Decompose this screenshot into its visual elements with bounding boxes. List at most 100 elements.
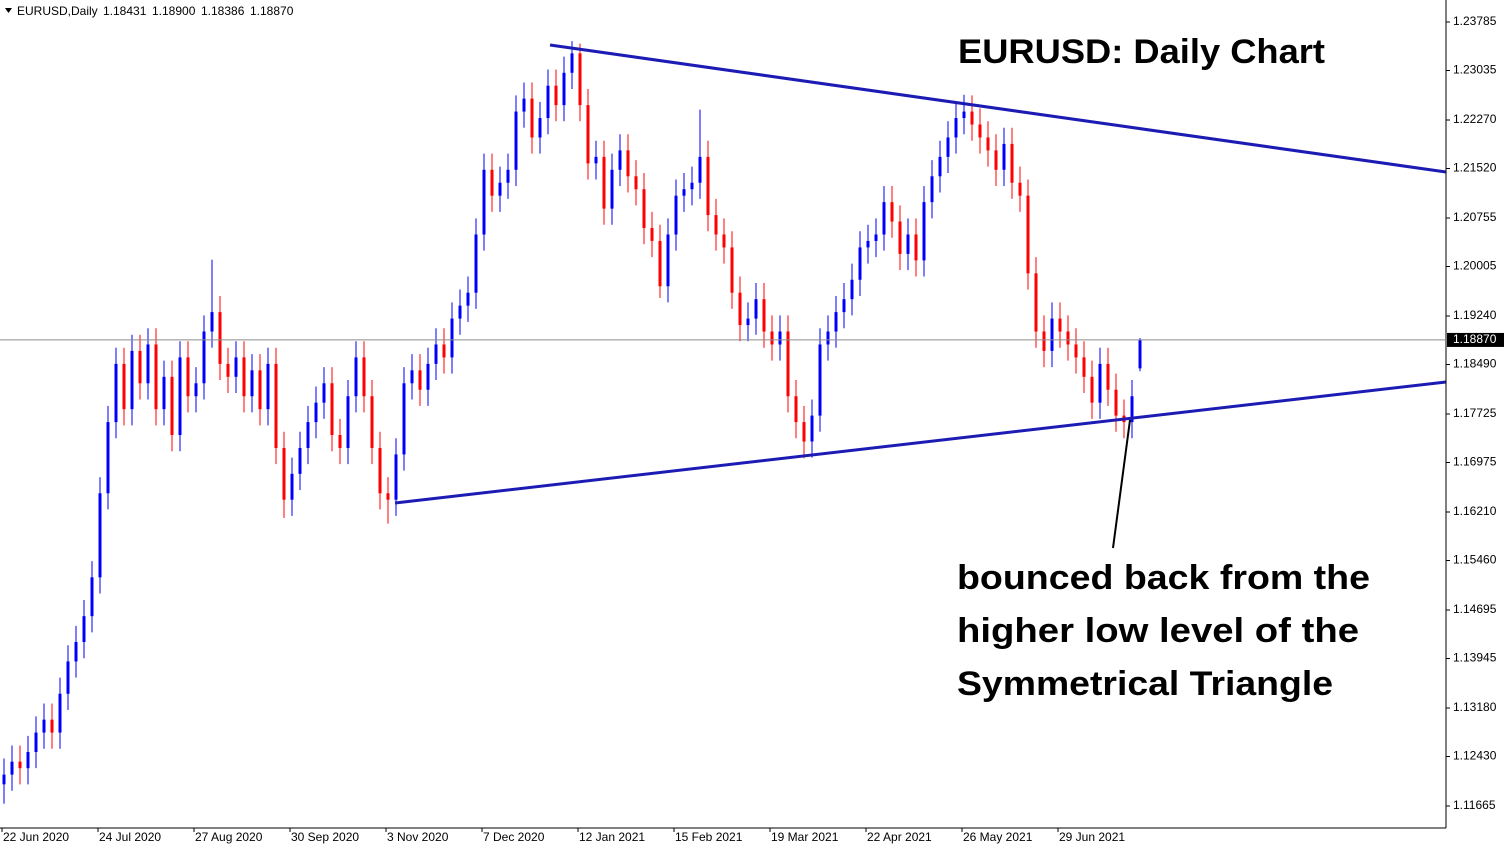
candle-body bbox=[714, 215, 718, 235]
x-tick-label: 30 Sep 2020 bbox=[291, 830, 359, 844]
x-tick-label: 29 Jun 2021 bbox=[1059, 830, 1125, 844]
candle-body bbox=[258, 370, 262, 410]
candle-body bbox=[210, 312, 214, 332]
candle-body bbox=[818, 344, 822, 416]
x-tick-label: 26 May 2021 bbox=[963, 830, 1033, 844]
header-menu-icon bbox=[5, 8, 12, 13]
candle-body bbox=[482, 169, 486, 235]
candle-body bbox=[810, 415, 814, 442]
candle-body bbox=[58, 693, 62, 733]
y-tick-label: 1.13180 bbox=[1453, 700, 1497, 714]
candle-body bbox=[506, 169, 510, 183]
header-high: 1.18900 bbox=[152, 4, 196, 18]
lower-trendline bbox=[394, 380, 1447, 505]
candle-body bbox=[514, 111, 518, 170]
candle-body bbox=[1034, 273, 1038, 332]
candle-body bbox=[154, 344, 158, 410]
candle-body bbox=[346, 396, 350, 448]
candle-body bbox=[570, 53, 574, 73]
candle-body bbox=[546, 85, 550, 119]
candle-body bbox=[650, 228, 654, 241]
candle-body bbox=[682, 189, 686, 196]
candle-body bbox=[842, 299, 846, 313]
y-tick-label: 1.20755 bbox=[1453, 210, 1497, 224]
candle-body bbox=[306, 422, 310, 448]
candle-body bbox=[786, 331, 790, 397]
candle-body bbox=[474, 234, 478, 293]
candle-body bbox=[522, 98, 526, 112]
candle-body bbox=[826, 331, 830, 345]
y-tick-label: 1.12430 bbox=[1453, 749, 1497, 763]
candle-body bbox=[738, 292, 742, 326]
y-tick-label: 1.20005 bbox=[1453, 259, 1497, 273]
candle-body bbox=[690, 182, 694, 190]
candle-body bbox=[498, 182, 502, 196]
candle-body bbox=[298, 447, 302, 474]
candle-body bbox=[458, 305, 462, 319]
y-tick-label: 1.19240 bbox=[1453, 308, 1497, 322]
candle-body bbox=[634, 176, 638, 190]
y-tick-label: 1.21520 bbox=[1453, 161, 1497, 175]
y-tick-label: 1.16975 bbox=[1453, 455, 1497, 469]
candle-body bbox=[290, 473, 294, 500]
candle-body bbox=[1002, 143, 1006, 170]
candle-body bbox=[882, 202, 886, 235]
candle-body bbox=[922, 202, 926, 261]
candle-body bbox=[906, 234, 910, 254]
annotation-line: Symmetrical Triangle bbox=[957, 665, 1333, 703]
annotation-line: bounced back from the bbox=[957, 559, 1370, 597]
candle-body bbox=[658, 240, 662, 287]
candle-body bbox=[770, 331, 774, 345]
upper-trendline bbox=[549, 43, 1447, 174]
candle-body bbox=[554, 85, 558, 106]
candle-body bbox=[986, 137, 990, 151]
candle-body bbox=[730, 247, 734, 293]
y-tick-label: 1.22270 bbox=[1453, 112, 1497, 126]
candle-body bbox=[578, 53, 582, 106]
candle-body bbox=[186, 357, 190, 397]
y-tick-label: 1.15460 bbox=[1453, 553, 1497, 567]
candle-body bbox=[914, 234, 918, 261]
x-tick-label: 22 Apr 2021 bbox=[867, 830, 932, 844]
candle-body bbox=[938, 156, 942, 177]
y-tick-label: 1.23785 bbox=[1453, 14, 1497, 28]
candle-body bbox=[642, 189, 646, 229]
candle-body bbox=[410, 370, 414, 384]
candle-body bbox=[954, 118, 958, 138]
candle-body bbox=[266, 363, 270, 410]
candle-body bbox=[1050, 318, 1054, 351]
candle-body bbox=[274, 363, 278, 448]
candle-body bbox=[602, 156, 606, 209]
candle-body bbox=[866, 240, 870, 248]
candle-body bbox=[234, 357, 238, 377]
y-tick-label: 1.17725 bbox=[1453, 406, 1497, 420]
candle-body bbox=[898, 221, 902, 254]
x-tick-label: 24 Jul 2020 bbox=[99, 830, 161, 844]
candle-body bbox=[50, 719, 54, 733]
y-tick-label: 1.23035 bbox=[1453, 63, 1497, 77]
candle-body bbox=[106, 422, 110, 494]
candle-body bbox=[754, 299, 758, 319]
candle-body bbox=[322, 383, 326, 403]
candle-body bbox=[1010, 143, 1014, 183]
candle-body bbox=[794, 396, 798, 423]
candle-body bbox=[962, 111, 966, 119]
candles bbox=[2, 41, 1142, 804]
candle-body bbox=[26, 751, 30, 769]
candle-body bbox=[42, 719, 46, 733]
candle-body bbox=[538, 118, 542, 138]
y-tick-label: 1.16210 bbox=[1453, 504, 1497, 518]
candle-body bbox=[698, 156, 702, 183]
annotation-line: higher low level of the bbox=[957, 612, 1359, 650]
candle-body bbox=[314, 402, 318, 423]
candle-body bbox=[1042, 331, 1046, 351]
candle-body bbox=[466, 292, 470, 306]
x-tick-label: 19 Mar 2021 bbox=[771, 830, 839, 844]
x-tick-label: 12 Jan 2021 bbox=[579, 830, 645, 844]
candle-body bbox=[850, 279, 854, 300]
x-tick-label: 15 Feb 2021 bbox=[675, 830, 743, 844]
candle-body bbox=[874, 234, 878, 241]
candle-body bbox=[706, 156, 710, 216]
